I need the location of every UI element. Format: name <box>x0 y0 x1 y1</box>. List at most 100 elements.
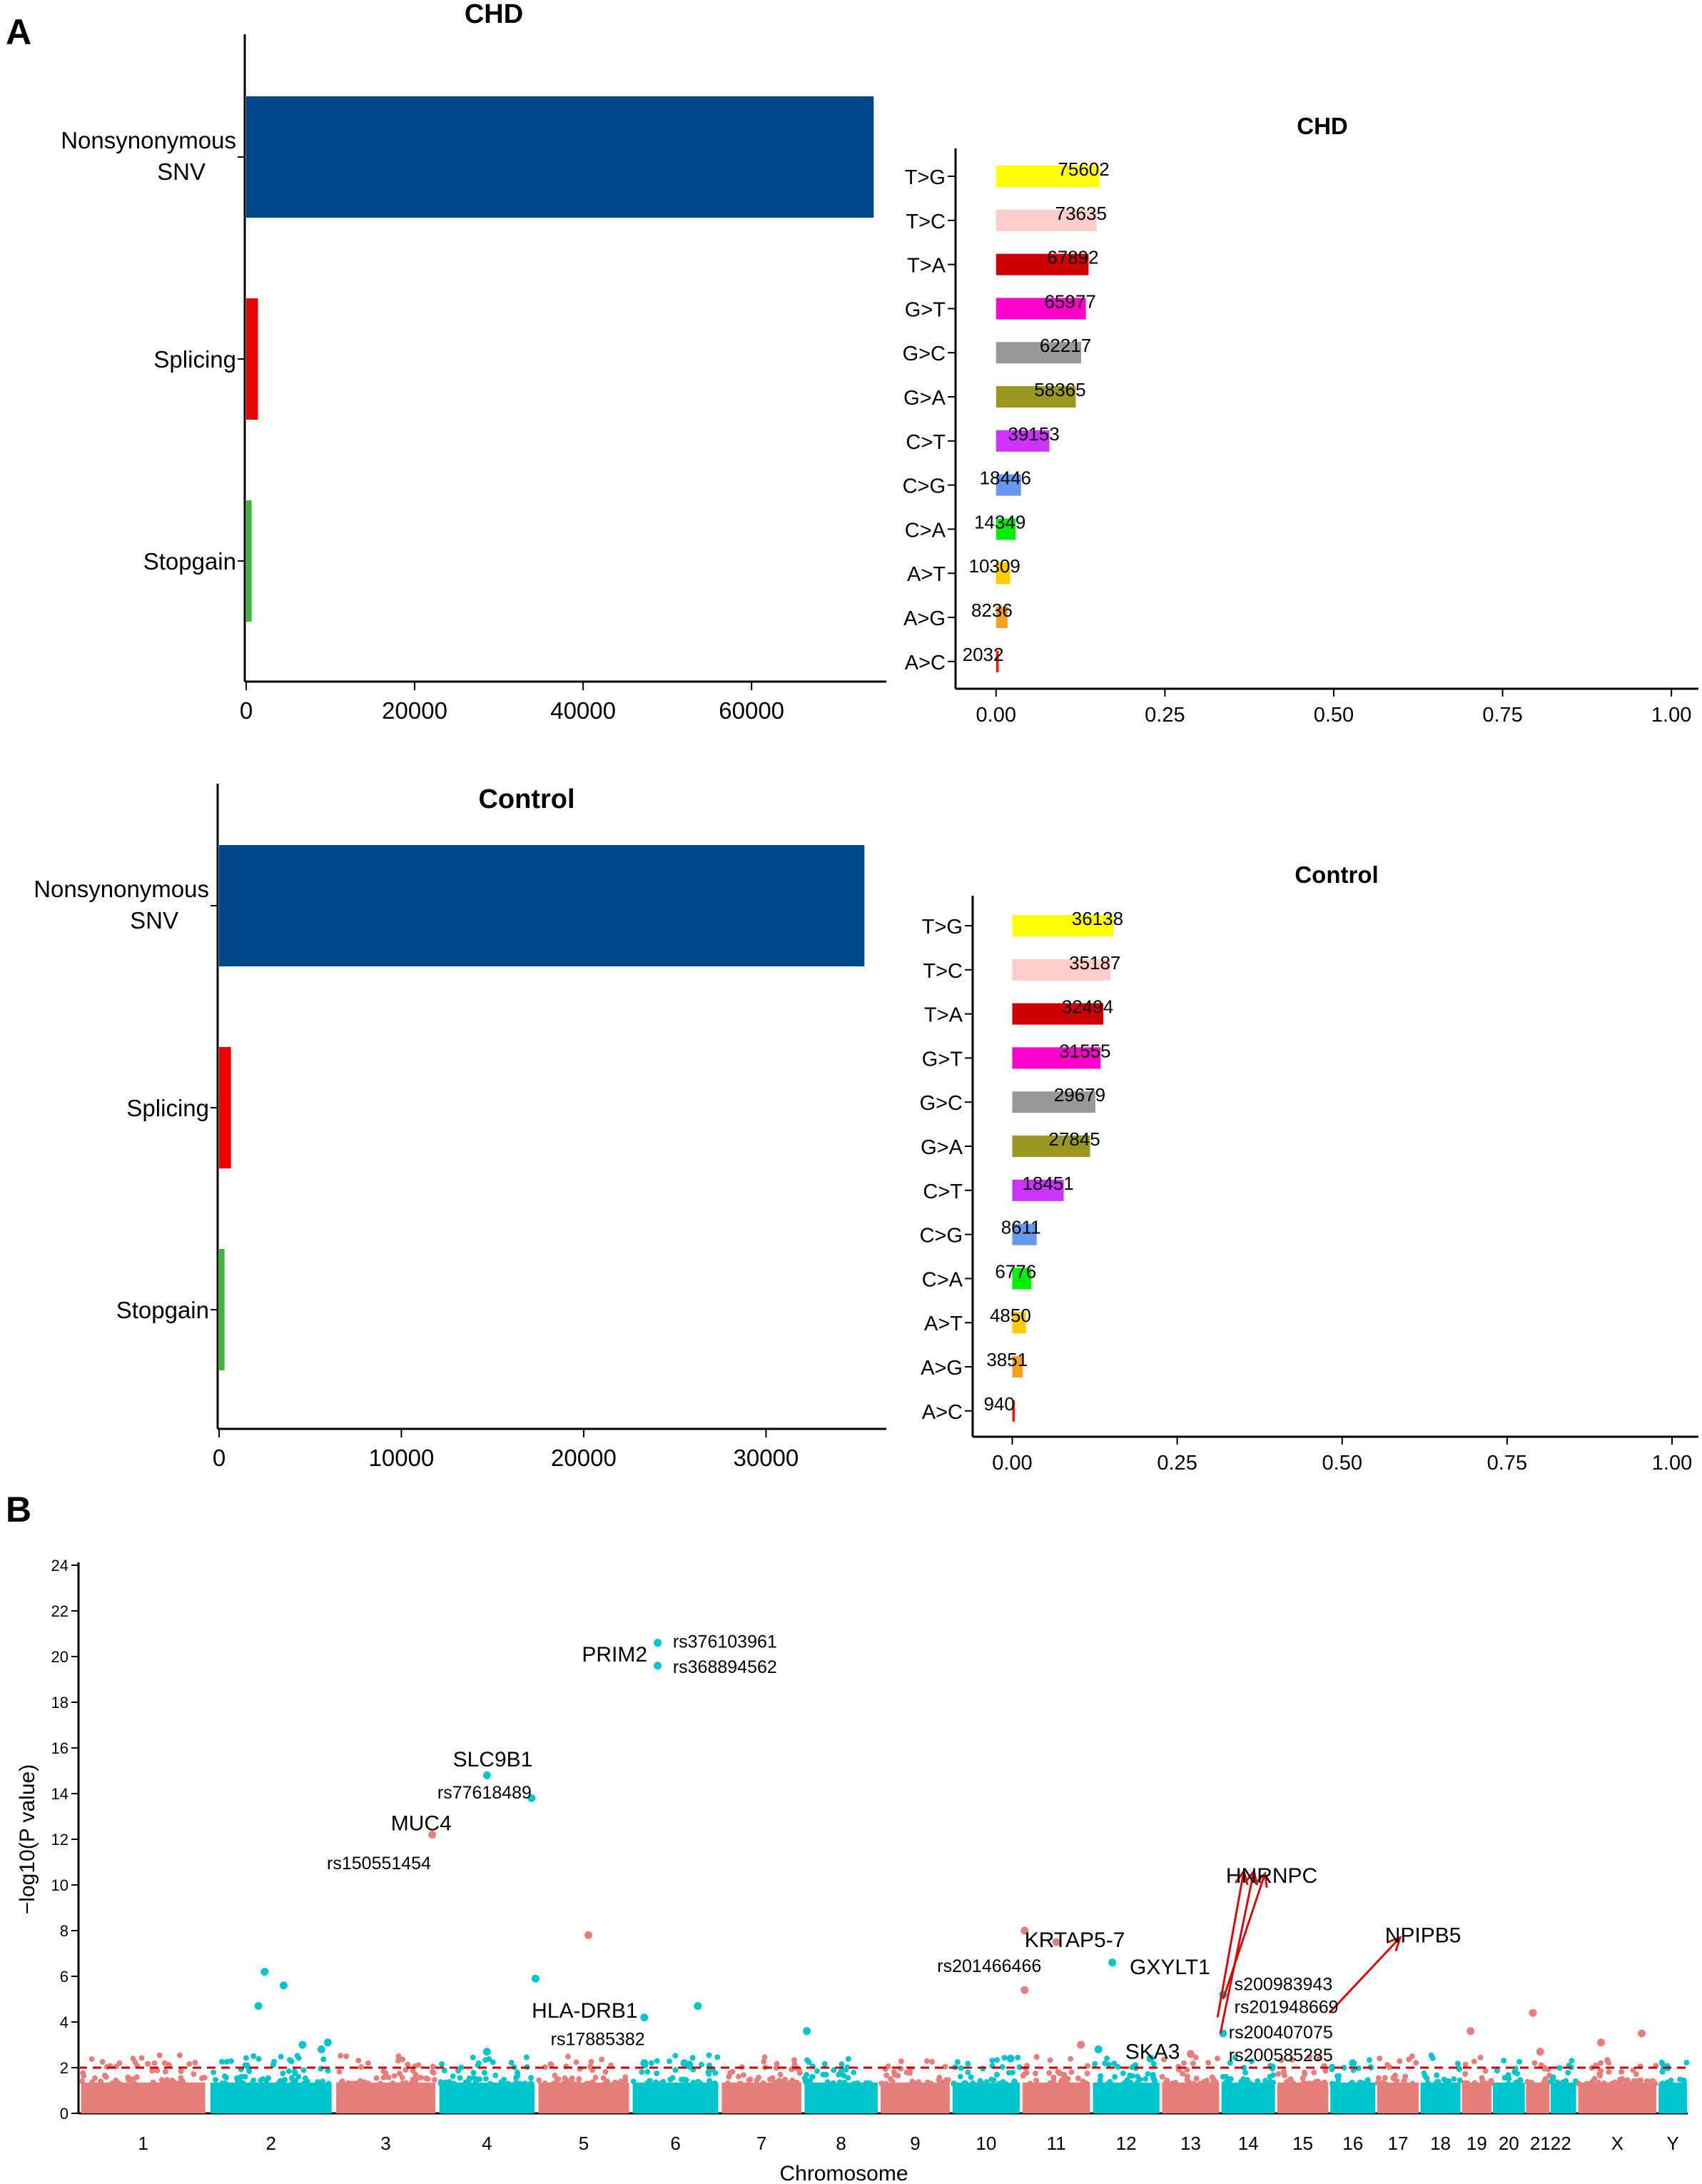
y-tick-label: A>G <box>921 1357 963 1380</box>
snp-point <box>1033 2053 1040 2060</box>
y-tick-label: Stopgain <box>116 1297 209 1323</box>
snp-point <box>295 2055 302 2061</box>
snp-point <box>602 2081 609 2087</box>
snp-point <box>1105 2061 1112 2068</box>
snp-point <box>1477 2054 1484 2061</box>
snp-annotation: rs201466466 <box>937 1956 1041 1976</box>
bar-data-label: 27845 <box>1048 1128 1100 1150</box>
snp-point <box>410 2068 416 2074</box>
snp-annotation: rs368894562 <box>673 1657 777 1677</box>
snp-point <box>380 2068 387 2074</box>
snp-point <box>754 2078 760 2084</box>
snp-point <box>1413 2060 1419 2066</box>
snp-point <box>1457 2077 1463 2083</box>
snp-point <box>989 2058 996 2064</box>
snp-point <box>1434 2072 1440 2078</box>
snp-point <box>1482 2068 1489 2074</box>
snp-point <box>1524 2078 1531 2085</box>
snp-point <box>223 2058 230 2065</box>
y-tick-label: 22 <box>51 1602 69 1620</box>
snp-point <box>809 2073 816 2080</box>
significant-snp-point <box>1536 2048 1544 2056</box>
snp-point <box>178 2068 184 2074</box>
bar-data-label: 18451 <box>1022 1173 1073 1194</box>
y-tick-label: 16 <box>51 1739 69 1757</box>
chromosome-point-band <box>952 2082 1020 2113</box>
snp-point <box>1267 2073 1273 2080</box>
snp-point <box>249 2081 255 2087</box>
snp-point <box>442 2079 449 2086</box>
snp-point <box>373 2075 380 2081</box>
snp-point <box>356 2080 363 2086</box>
snp-point <box>405 2061 411 2068</box>
chart-title: Control <box>1295 861 1378 888</box>
snp-point <box>965 2061 971 2067</box>
snp-point <box>1424 2076 1430 2082</box>
snp-point <box>1241 2065 1247 2071</box>
bar-data-label: 3851 <box>986 1349 1028 1370</box>
snp-point <box>690 2079 696 2086</box>
snp-point <box>575 2081 582 2087</box>
y-tick-label: A>C <box>905 652 946 674</box>
y-tick-label: G>C <box>903 343 946 365</box>
significant-snp-point <box>428 1831 437 1839</box>
snp-point <box>554 2077 560 2083</box>
y-tick-label: 12 <box>51 1831 69 1849</box>
snp-point <box>863 2080 869 2086</box>
snp-point <box>1406 2056 1412 2063</box>
y-tick-label: T>A <box>924 1004 963 1027</box>
snp-point <box>630 2078 637 2085</box>
y-tick-label: G>T <box>922 1048 963 1071</box>
chromosome-point-band <box>1658 2082 1688 2113</box>
snp-point <box>481 2070 487 2076</box>
y-tick-label-line: Nonsynonymous <box>34 876 209 902</box>
snp-point <box>814 2068 820 2074</box>
snp-point <box>149 2068 156 2074</box>
gene-annotation: MUC4 <box>391 1812 452 1836</box>
bar-data-label: 32494 <box>1062 996 1113 1018</box>
snp-point <box>683 2077 689 2083</box>
snp-point <box>1624 2077 1631 2083</box>
chromosome-label: 8 <box>836 2133 846 2154</box>
snp-point <box>588 2058 594 2065</box>
snp-point <box>1128 2080 1134 2086</box>
snp-point <box>1569 2058 1575 2064</box>
snp-point <box>851 2069 857 2076</box>
snp-point <box>1047 2057 1053 2063</box>
snp-point <box>714 2054 721 2061</box>
bar-g-to-a <box>996 386 1076 408</box>
snp-point <box>1565 2069 1571 2076</box>
snp-point <box>1209 2074 1215 2081</box>
snp-point <box>1062 2076 1068 2082</box>
panel-letter-b: B <box>6 1490 31 1530</box>
chromosome-label: 18 <box>1430 2133 1451 2154</box>
significant-snp-point <box>1020 1926 1029 1935</box>
snp-point <box>695 2078 701 2085</box>
chromosome-point-band <box>1420 2082 1461 2113</box>
snp-point <box>430 2069 437 2076</box>
snp-point <box>222 2080 228 2086</box>
snp-point <box>1434 2078 1440 2085</box>
snp-point <box>470 2054 476 2061</box>
y-tick-label: G>A <box>921 1136 963 1159</box>
snp-point <box>1275 2071 1282 2077</box>
y-tick-label: 8 <box>60 1922 69 1940</box>
bar-g-to-c <box>1012 1091 1095 1113</box>
y-tick-label: T>A <box>907 255 946 278</box>
snp-point <box>508 2059 515 2066</box>
significant-snp-point <box>317 2045 325 2053</box>
snp-point <box>1659 2068 1666 2075</box>
snp-point <box>883 2081 889 2087</box>
snp-point <box>542 2080 548 2086</box>
snp-point <box>1127 2072 1133 2078</box>
snp-point <box>219 2058 226 2065</box>
snp-point <box>898 2058 904 2065</box>
snp-point <box>145 2061 151 2067</box>
snp-point <box>1150 2076 1157 2082</box>
snp-point <box>1377 2056 1383 2062</box>
snp-point <box>1282 2072 1288 2078</box>
snp-point <box>258 2077 264 2083</box>
snp-annotation: rs376103961 <box>673 1632 777 1652</box>
snp-point <box>1248 2058 1255 2064</box>
chromosome-label: 14 <box>1238 2133 1259 2154</box>
